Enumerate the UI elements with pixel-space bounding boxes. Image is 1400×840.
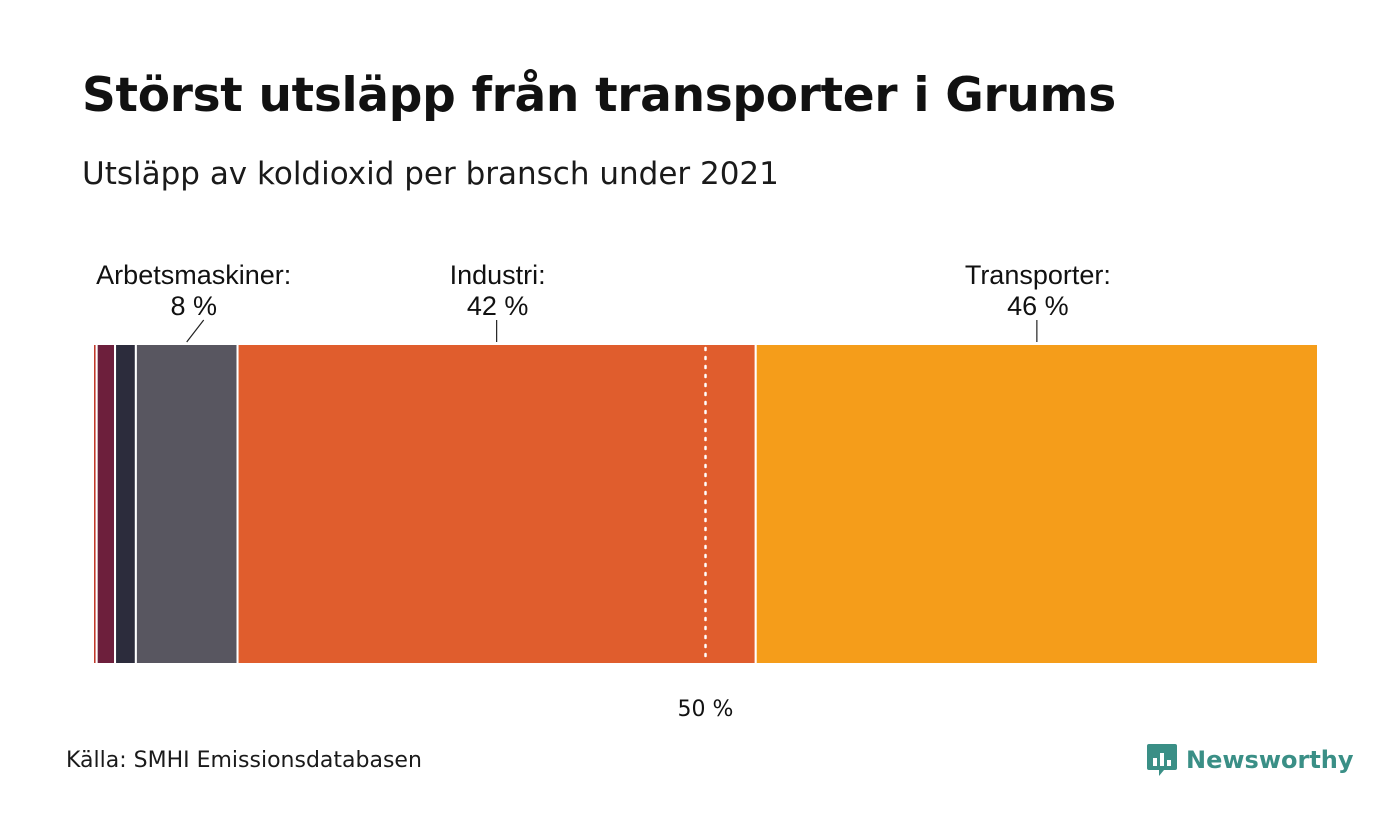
brand-logo: Newsworthy [1146, 742, 1354, 778]
bar-segment [95, 343, 117, 665]
bar-segment [236, 343, 757, 665]
segment-name-label: Transporter: [965, 260, 1111, 290]
segment-name-label: Arbetsmaskiner: [96, 260, 291, 290]
bar-segment [134, 343, 239, 665]
bar-segment [114, 343, 137, 665]
segment-value-label: 46 % [1007, 291, 1069, 321]
chart-title: Störst utsläpp från transporter i Grums [82, 68, 1116, 123]
bar-chart-speech-bubble-icon [1147, 744, 1177, 776]
source-note: Källa: SMHI Emissionsdatabasen [66, 748, 422, 773]
segment-value-label: 8 % [170, 291, 217, 321]
chart-subtitle: Utsläpp av koldioxid per bransch under 2… [82, 156, 779, 192]
label-leader-line [186, 319, 205, 343]
bar-segment [754, 343, 1319, 665]
reference-line-label: 50 % [678, 697, 734, 722]
segment-value-label: 42 % [467, 291, 529, 321]
segment-name-label: Industri: [450, 260, 546, 290]
brand-name: Newsworthy [1186, 746, 1354, 774]
